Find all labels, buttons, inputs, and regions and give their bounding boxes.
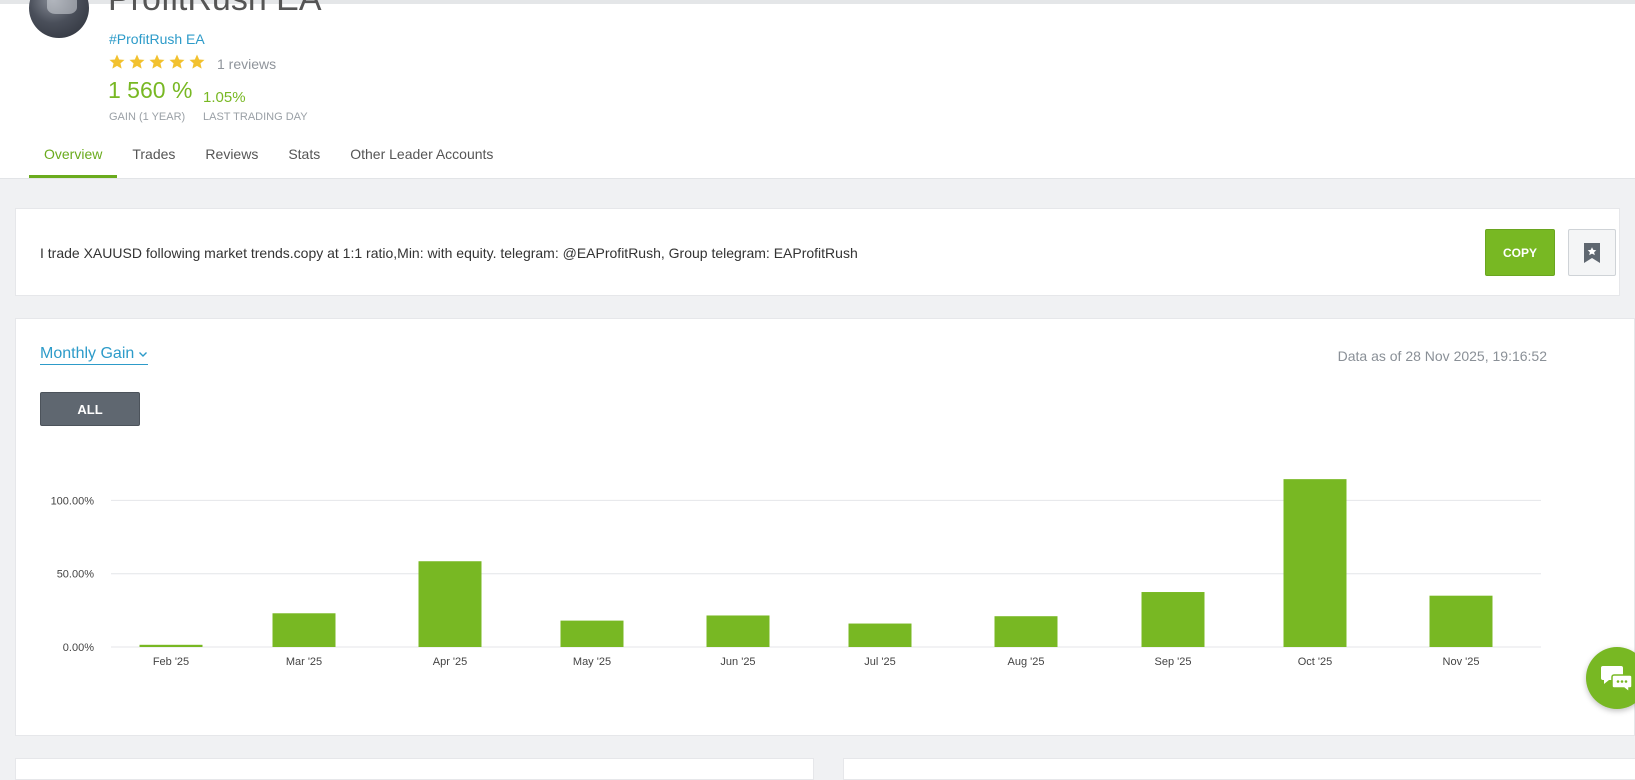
range-all-button[interactable]: ALL xyxy=(40,392,140,426)
bottom-left-card xyxy=(15,758,814,780)
chart-bar[interactable] xyxy=(848,623,912,647)
monthly-gain-chart: 0.00% 50.00% 100.00% Feb '25 Mar '25 Apr '25 M… xyxy=(51,479,1541,668)
chart-bar[interactable] xyxy=(994,616,1058,647)
gain-value: 1 560 % xyxy=(108,77,193,103)
chat-icon xyxy=(1601,666,1633,693)
tab-trades[interactable]: Trades xyxy=(132,146,176,162)
chart-bar[interactable] xyxy=(1283,479,1347,647)
gain-label: GAIN (1 YEAR) xyxy=(109,111,186,123)
y-tick-label: 0.00% xyxy=(63,642,94,654)
star-icon xyxy=(169,54,185,69)
x-tick-label: Feb '25 xyxy=(153,656,189,668)
last-day-label: LAST TRADING DAY xyxy=(203,111,308,123)
monthly-gain-card: Monthly Gain Data as of 28 Nov 2025, 19:… xyxy=(15,318,1635,736)
last-day-value: 1.05% xyxy=(203,89,246,106)
chart-bar[interactable] xyxy=(560,620,624,647)
x-tick-label: Nov '25 xyxy=(1443,656,1480,668)
account-hashtag-link[interactable]: #ProfitRush EA xyxy=(109,31,205,47)
chart-bar[interactable] xyxy=(706,615,770,647)
tab-stats[interactable]: Stats xyxy=(288,146,321,162)
y-tick-label: 50.00% xyxy=(57,569,95,581)
tab-reviews[interactable]: Reviews xyxy=(205,146,259,162)
reviews-count-link[interactable]: 1 reviews xyxy=(217,56,277,72)
chart-type-label: Monthly Gain xyxy=(40,345,135,362)
tab-overview[interactable]: Overview xyxy=(29,136,118,178)
chart-bar[interactable] xyxy=(1429,595,1493,647)
chevron-down-icon xyxy=(139,352,148,357)
x-tick-label: Jun '25 xyxy=(720,656,755,668)
bottom-right-card xyxy=(843,758,1635,780)
chart-bar[interactable] xyxy=(139,644,203,647)
chart-bar[interactable] xyxy=(418,561,482,647)
account-name: ProfitRush EA xyxy=(108,0,322,16)
strategy-description-card: I trade XAUUSD following market trends.c… xyxy=(15,208,1620,296)
star-icon xyxy=(189,54,205,69)
x-tick-label: Jul '25 xyxy=(864,656,895,668)
data-timestamp: Data as of 28 Nov 2025, 19:16:52 xyxy=(1337,348,1547,364)
x-tick-label: Oct '25 xyxy=(1298,656,1333,668)
y-tick-label: 100.00% xyxy=(51,495,95,507)
tab-other-leader-accounts[interactable]: Other Leader Accounts xyxy=(350,146,494,162)
chart-bar[interactable] xyxy=(1141,592,1205,647)
x-tick-label: Apr '25 xyxy=(433,656,468,668)
top-border xyxy=(0,0,1635,4)
star-icon xyxy=(129,54,145,69)
account-header: ProfitRush EA #ProfitRush EA 1 reviews 1… xyxy=(0,0,1635,179)
star-icon xyxy=(109,54,125,69)
account-tabs: Overview Trades Reviews Stats Other Lead… xyxy=(29,136,508,178)
x-tick-label: Mar '25 xyxy=(286,656,322,668)
bookmark-icon xyxy=(1584,242,1600,263)
star-icon xyxy=(149,54,165,69)
bookmark-button[interactable] xyxy=(1568,229,1616,276)
x-tick-label: Aug '25 xyxy=(1008,656,1045,668)
avatar xyxy=(29,0,89,38)
chart-type-dropdown[interactable]: Monthly Gain xyxy=(40,345,149,365)
x-tick-label: May '25 xyxy=(573,656,611,668)
chat-button[interactable] xyxy=(1586,647,1635,709)
copy-button[interactable]: COPY xyxy=(1485,229,1555,276)
chart-bar[interactable] xyxy=(272,613,336,647)
rating-stars xyxy=(108,53,206,71)
strategy-description: I trade XAUUSD following market trends.c… xyxy=(40,245,858,261)
x-tick-label: Sep '25 xyxy=(1155,656,1192,668)
